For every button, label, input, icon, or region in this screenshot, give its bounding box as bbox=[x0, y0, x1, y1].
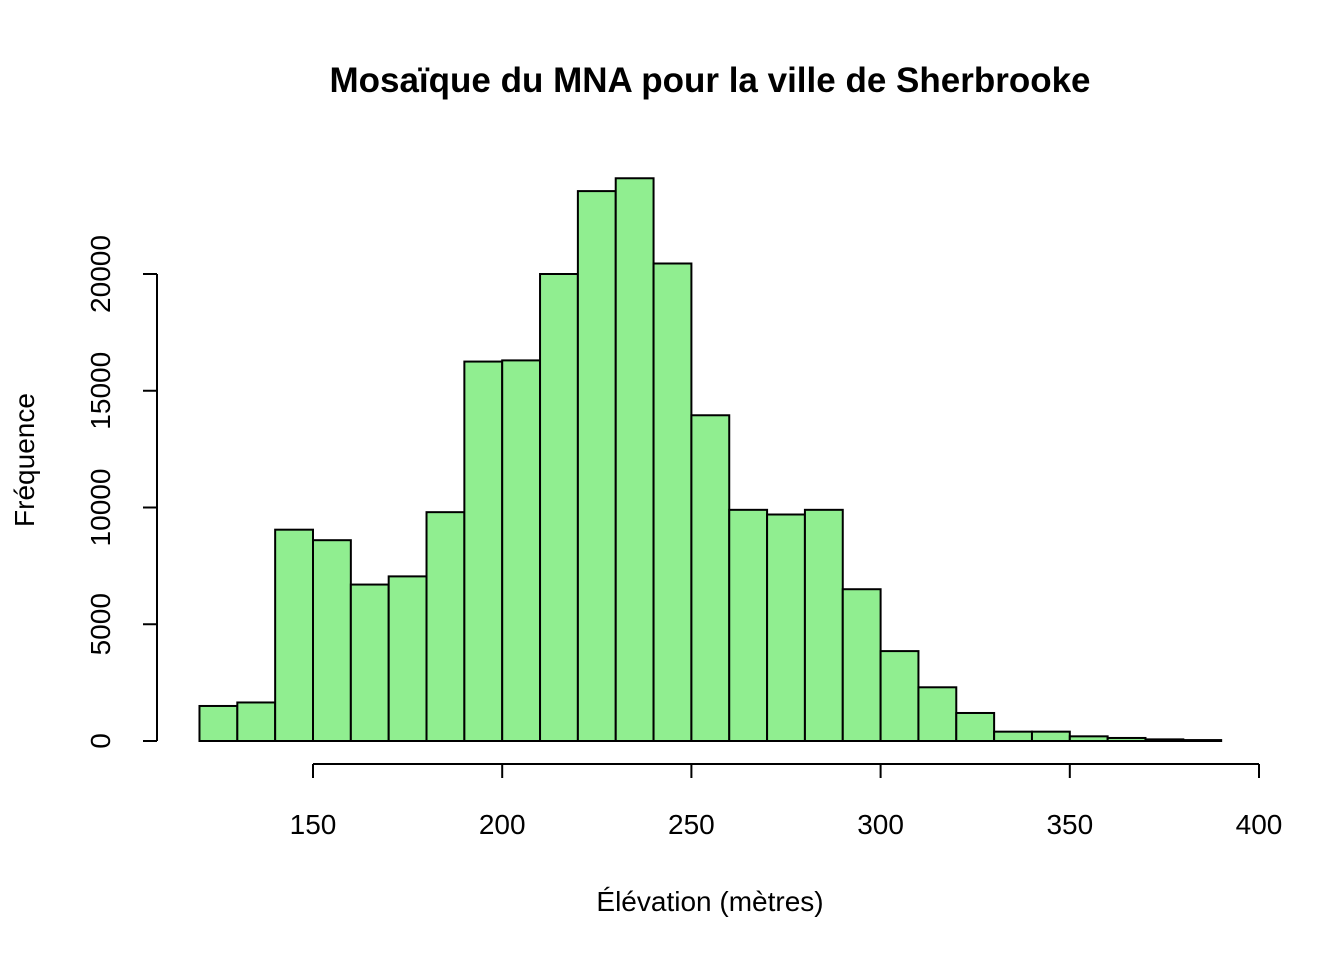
x-tick-label-2: 250 bbox=[668, 809, 715, 840]
histogram-bar-0 bbox=[198, 704, 239, 742]
histogram-bar-13 bbox=[690, 414, 731, 742]
histogram-bar-9 bbox=[539, 273, 579, 742]
histogram-bar-5 bbox=[387, 575, 428, 742]
x-tick-label-5: 400 bbox=[1236, 809, 1283, 840]
histogram-bar-10 bbox=[576, 190, 617, 743]
histogram-bar-22 bbox=[1030, 730, 1071, 742]
histogram-bar-7 bbox=[463, 360, 504, 742]
histogram-bar-11 bbox=[614, 177, 655, 742]
histogram-bar-15 bbox=[766, 513, 806, 742]
x-tick-label-4: 350 bbox=[1046, 809, 1093, 840]
histogram-bar-26 bbox=[1182, 739, 1223, 742]
histogram-bar-18 bbox=[879, 650, 920, 742]
y-tick-label-1: 5000 bbox=[85, 593, 116, 655]
histogram-bar-16 bbox=[803, 508, 844, 742]
bars bbox=[198, 177, 1223, 743]
histogram-bar-6 bbox=[425, 511, 466, 742]
histogram-bar-24 bbox=[1106, 736, 1147, 742]
histogram-bar-20 bbox=[955, 711, 996, 742]
histogram-bar-1 bbox=[236, 701, 277, 742]
histogram-bar-17 bbox=[841, 588, 882, 742]
chart-title: Mosaïque du MNA pour la ville de Sherbro… bbox=[329, 61, 1090, 100]
y-tick-label-0: 0 bbox=[85, 733, 116, 749]
histogram-bar-25 bbox=[1144, 738, 1185, 742]
histogram-bar-12 bbox=[652, 262, 693, 742]
histogram-bar-8 bbox=[501, 359, 542, 742]
x-tick-label-3: 300 bbox=[857, 809, 904, 840]
histogram-bar-2 bbox=[274, 528, 315, 742]
histogram-bar-14 bbox=[728, 508, 769, 742]
y-axis-label: Fréquence bbox=[9, 393, 40, 527]
x-axis: 150 200 250 300 350 400 bbox=[290, 763, 1283, 840]
y-axis: 0 5000 10000 15000 20000 bbox=[85, 235, 158, 749]
y-tick-label-4: 20000 bbox=[85, 235, 116, 313]
x-tick-label-1: 200 bbox=[479, 809, 526, 840]
x-axis-label: Élévation (mètres) bbox=[596, 886, 823, 917]
histogram-bar-19 bbox=[917, 686, 958, 742]
histogram-bar-4 bbox=[349, 583, 390, 742]
y-tick-label-2: 10000 bbox=[85, 469, 116, 547]
x-tick-label-0: 150 bbox=[290, 809, 337, 840]
histogram-bar-21 bbox=[993, 730, 1033, 742]
histogram-bar-23 bbox=[1068, 735, 1109, 743]
y-tick-label-3: 15000 bbox=[85, 352, 116, 430]
histogram-bar-3 bbox=[312, 539, 352, 742]
